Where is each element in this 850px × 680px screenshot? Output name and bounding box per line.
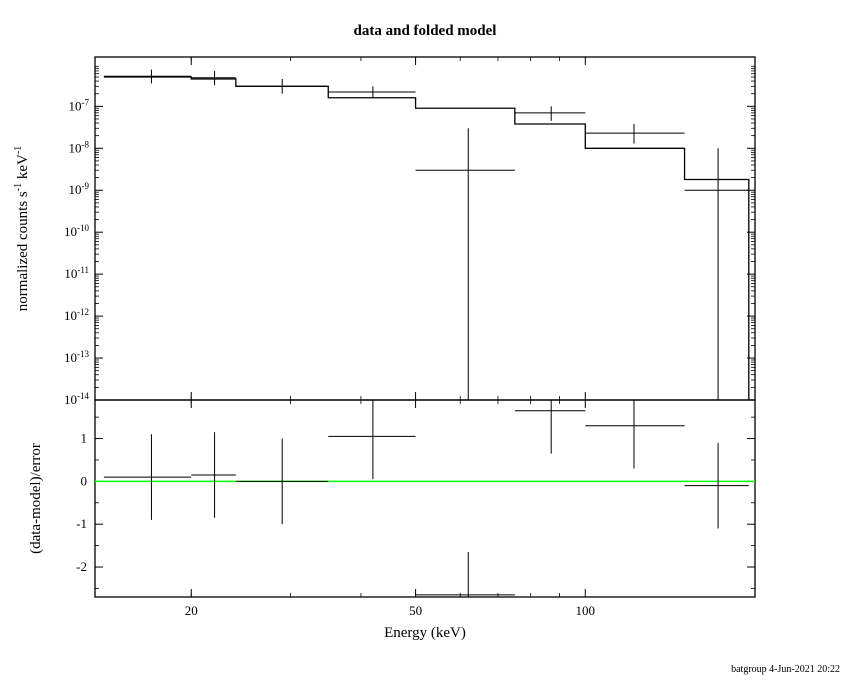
y-axis-label-bottom: (data-model)/error [28, 443, 44, 554]
xtick-label: 50 [409, 603, 422, 618]
ytick-bot-label: 1 [81, 431, 88, 446]
model-step-line [104, 77, 749, 400]
ytick-bot-label: -1 [76, 516, 87, 531]
ytick-top-label: 10-12 [64, 307, 89, 323]
chart-container: data and folded model 20 50 100 Energy (keV)… [0, 0, 850, 680]
ytick-bot-label: -2 [76, 559, 87, 574]
chart-svg: data and folded model 20 50 100 Energy (keV)… [0, 0, 850, 680]
x-axis-label: Energy (keV) [384, 625, 466, 641]
ytick-top-label: 10-14 [64, 391, 89, 407]
xtick-label: 20 [185, 603, 198, 618]
y-axis-label-top: normalized counts s-1 keV-1 [13, 146, 31, 311]
ytick-top-label: 10-10 [64, 223, 89, 239]
ytick-top-label: 10-13 [64, 349, 89, 365]
bottom-panel-frame [95, 400, 755, 597]
ytick-top-label: 10-7 [69, 97, 90, 113]
ytick-top-label: 10-9 [69, 181, 90, 197]
ytick-top-label: 10-8 [69, 139, 90, 155]
ytick-top-label: 10-11 [64, 265, 89, 281]
footer-text: batgroup 4-Jun-2021 20:22 [731, 664, 840, 675]
xtick-label: 100 [576, 603, 596, 618]
chart-title: data and folded model [354, 23, 497, 39]
ytick-bot-label: 0 [81, 473, 88, 488]
